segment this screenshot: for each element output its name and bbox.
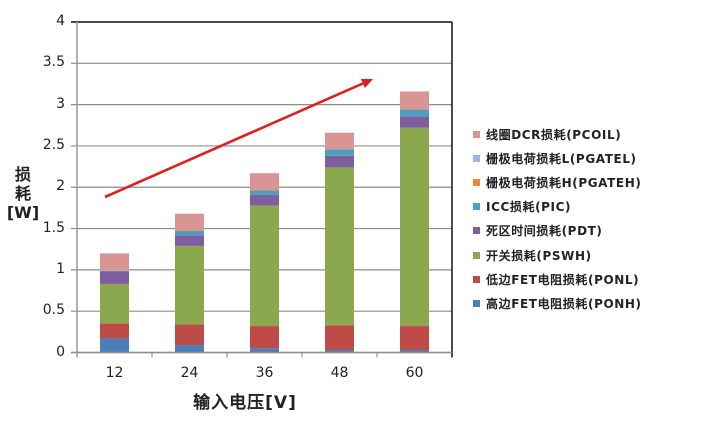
bar-segment <box>325 149 354 156</box>
legend-swatch-icon <box>473 154 480 162</box>
legend-label: 死区时间损耗(PDT) <box>486 224 603 239</box>
x-tick-label: 36 <box>255 365 274 381</box>
x-tick-label: 48 <box>330 365 349 381</box>
y-axis-label-line1: 损 <box>14 165 31 184</box>
bar-segment <box>400 91 429 110</box>
trend-arrow-icon <box>104 78 373 199</box>
y-tick-label: 2 <box>56 178 65 195</box>
legend-item-pgateh: 栅极电荷损耗H(PGATEH) <box>473 170 642 194</box>
y-tick-label: 2.5 <box>42 136 65 153</box>
bar-segment <box>175 345 204 353</box>
bar-segment <box>325 325 354 351</box>
y-axis-label: 损 耗 [W] <box>6 165 40 222</box>
legend-label: ICC损耗(PIC) <box>486 200 572 215</box>
legend-swatch-icon <box>473 299 480 307</box>
y-tick-label: 3 <box>56 95 65 112</box>
legend-label: 栅极电荷损耗L(PGATEL) <box>486 151 637 166</box>
y-tick-label: 4 <box>56 13 65 29</box>
legend-item-pdt: 死区时间损耗(PDT) <box>473 219 642 243</box>
bar-segment <box>175 213 204 232</box>
bar-segment <box>325 167 354 326</box>
x-tick-label: 60 <box>405 365 424 381</box>
legend-swatch-icon <box>473 203 480 211</box>
legend-item-ponl: 低边FET电阻损耗(PONL) <box>473 267 642 291</box>
bar-segment <box>250 348 279 353</box>
y-axis-label-line3: [W] <box>6 203 40 222</box>
bar-stack-36 <box>250 173 279 353</box>
x-tick-label: 24 <box>180 365 199 381</box>
bar-segment <box>325 132 354 150</box>
bar-segment <box>175 245 204 325</box>
bar-segment <box>400 127 429 327</box>
bar-segment <box>400 350 429 353</box>
bar-segment <box>100 323 129 339</box>
bar-segment <box>250 205 279 327</box>
legend-label: 高边FET电阻损耗(PONH) <box>486 296 642 311</box>
legend-swatch-icon <box>473 227 480 235</box>
y-tick-label: 1.5 <box>42 219 65 236</box>
y-tick-label: 3.5 <box>42 54 65 71</box>
bar-segment <box>100 338 129 353</box>
bar-segment <box>400 116 429 128</box>
bar-segment <box>100 271 129 284</box>
legend-label: 低边FET电阻损耗(PONL) <box>486 272 640 287</box>
legend-label: 栅极电荷损耗H(PGATEH) <box>486 175 642 190</box>
bar-segment <box>325 350 354 353</box>
bar-stack-12 <box>100 253 129 353</box>
bar-segment <box>400 109 429 117</box>
bar-segment <box>100 270 129 272</box>
x-tick-label: 12 <box>105 365 124 381</box>
bar-segment <box>250 190 279 195</box>
legend-swatch-icon <box>473 130 480 138</box>
legend-item-pswh: 开关损耗(PSWH) <box>473 243 642 267</box>
legend-swatch-icon <box>473 178 480 186</box>
bar-segment <box>100 253 129 271</box>
bar-segment <box>250 173 279 191</box>
bar-stack-48 <box>325 132 354 353</box>
bar-segment <box>250 326 279 349</box>
legend-label: 线圈DCR损耗(PCOIL) <box>486 127 622 142</box>
bar-stack-24 <box>175 213 204 353</box>
legend-label: 开关损耗(PSWH) <box>486 248 592 263</box>
bar-segment <box>100 283 129 324</box>
bar-segment <box>400 326 429 351</box>
y-tick-label: 1 <box>56 260 65 277</box>
bar-segment <box>325 155 354 168</box>
legend: 线圈DCR损耗(PCOIL) 栅极电荷损耗L(PGATEL) 栅极电荷损耗H(P… <box>473 122 642 316</box>
x-axis-label: 输入电压[V] <box>193 393 297 413</box>
legend-swatch-icon <box>473 275 480 283</box>
bar-segment <box>175 231 204 236</box>
legend-item-pic: ICC损耗(PIC) <box>473 195 642 219</box>
bar-segment <box>175 235 204 246</box>
legend-swatch-icon <box>473 251 480 259</box>
y-tick-label: 0.5 <box>42 302 65 319</box>
legend-item-pcoil: 线圈DCR损耗(PCOIL) <box>473 122 642 146</box>
legend-item-pgatel: 栅极电荷损耗L(PGATEL) <box>473 146 642 170</box>
bar-segment <box>175 324 204 346</box>
bar-stack-60 <box>400 91 429 353</box>
y-axis-label-line2: 耗 <box>14 184 31 203</box>
y-tick-label: 0 <box>56 343 65 360</box>
bar-segment <box>250 194 279 206</box>
legend-item-ponh: 高边FET电阻损耗(PONH) <box>473 291 642 315</box>
